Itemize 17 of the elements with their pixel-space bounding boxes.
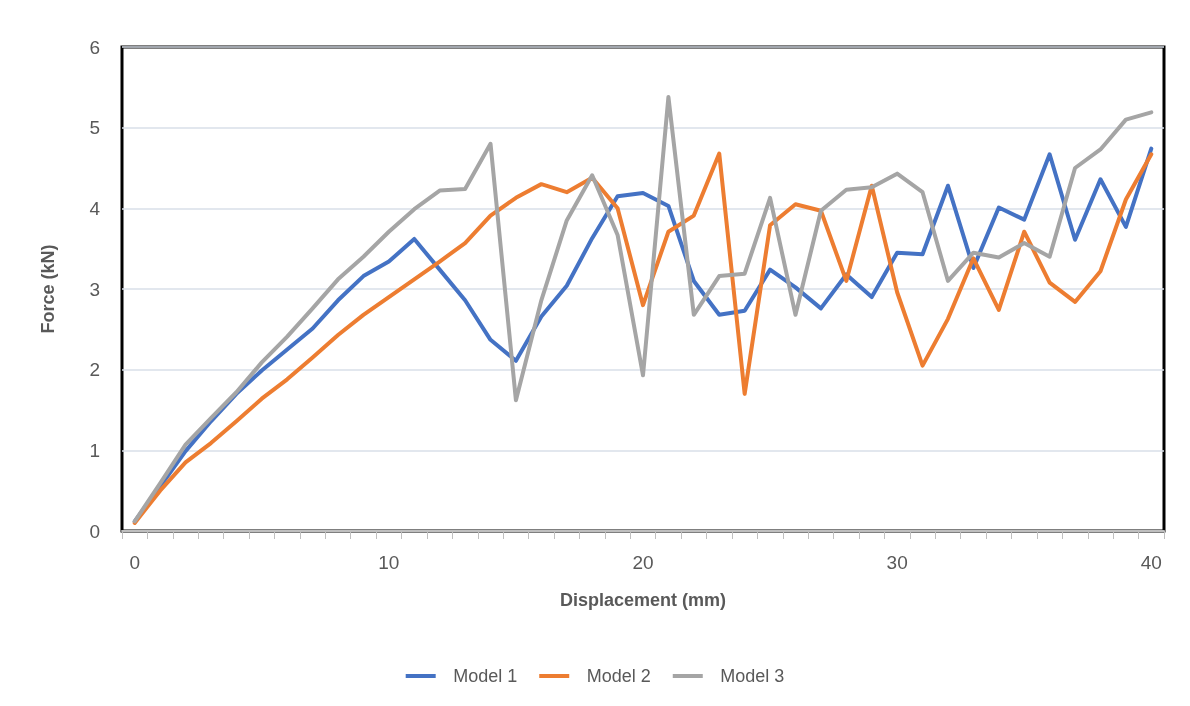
y-tick-label: 3	[89, 278, 100, 300]
x-tick-label: 30	[886, 552, 908, 573]
y-tick-label: 4	[89, 197, 101, 219]
x-tick-label: 40	[1140, 552, 1162, 573]
legend-label: Model 2	[586, 666, 651, 686]
y-tick-label: 0	[89, 520, 100, 542]
y-tick-label: 1	[89, 439, 100, 461]
x-tick-label: 10	[378, 552, 400, 573]
y-tick-label: 2	[89, 359, 100, 381]
legend-label: Model 1	[453, 666, 518, 686]
x-tick-label: 0	[129, 552, 140, 573]
x-tick-label: 20	[632, 552, 654, 573]
y-tick-label: 5	[89, 117, 100, 139]
legend-label: Model 3	[720, 666, 785, 686]
x-axis-title: Displacement (mm)	[559, 590, 727, 610]
y-axis-title: Force (kN)	[38, 244, 58, 334]
y-tick-label: 6	[89, 36, 100, 58]
